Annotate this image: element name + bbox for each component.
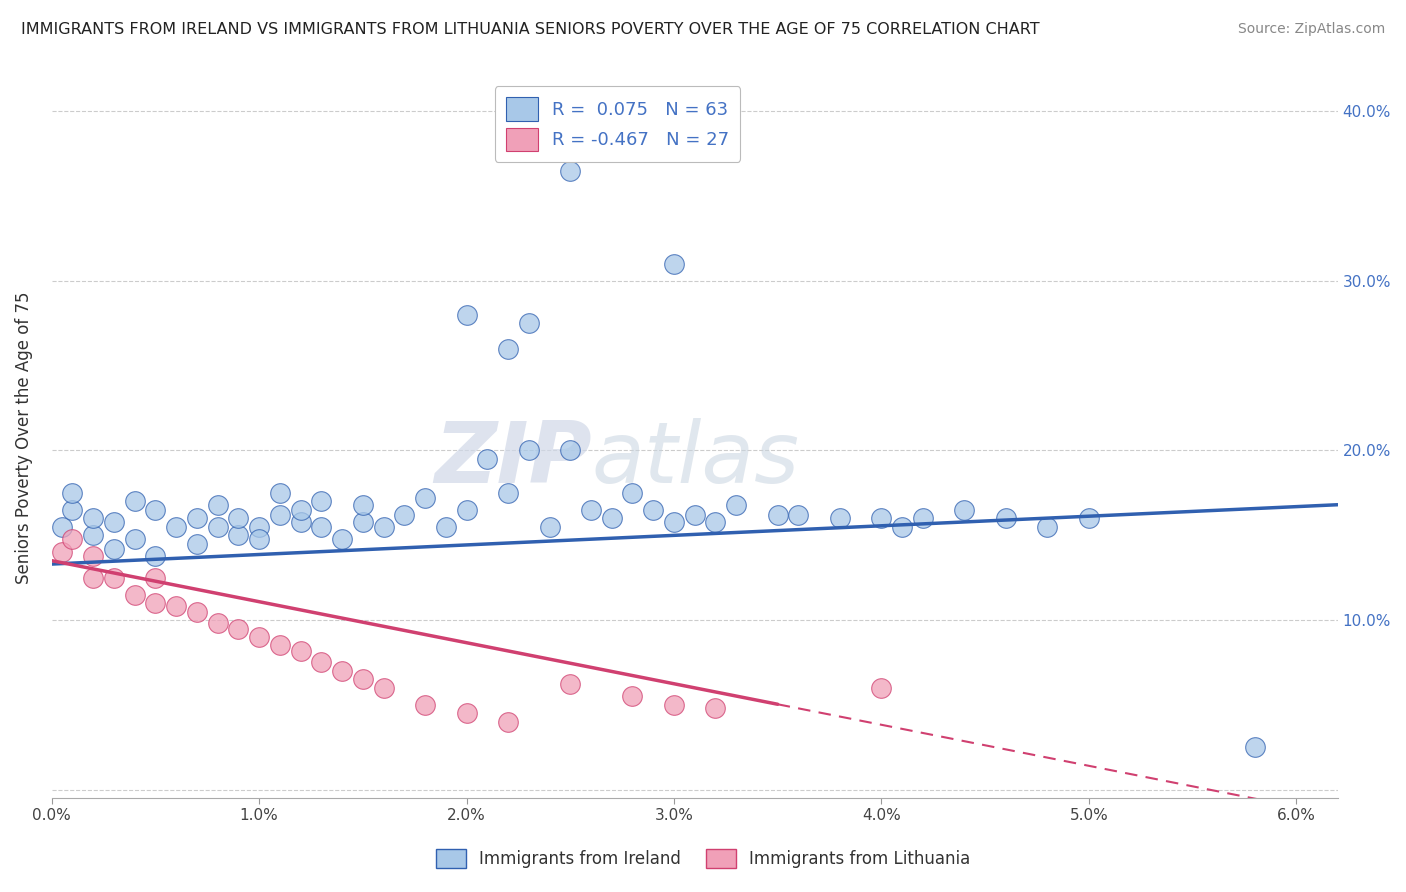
Point <box>145 596 167 610</box>
Point <box>517 443 540 458</box>
Point <box>247 520 270 534</box>
Point <box>352 673 374 687</box>
Point <box>662 257 685 271</box>
Point <box>560 443 582 458</box>
Point <box>891 520 914 534</box>
Point <box>394 508 416 522</box>
Point <box>621 690 644 704</box>
Point <box>373 681 395 695</box>
Point <box>165 599 187 614</box>
Point <box>413 491 436 505</box>
Point <box>290 503 312 517</box>
Point <box>269 508 291 522</box>
Point <box>704 701 727 715</box>
Point <box>103 541 125 556</box>
Point <box>124 588 146 602</box>
Point <box>643 503 665 517</box>
Point <box>311 494 333 508</box>
Text: atlas: atlas <box>592 417 800 501</box>
Point <box>82 528 104 542</box>
Point <box>621 486 644 500</box>
Point <box>186 511 208 525</box>
Point <box>290 643 312 657</box>
Point <box>373 520 395 534</box>
Point <box>103 571 125 585</box>
Point <box>145 549 167 563</box>
Point <box>124 532 146 546</box>
Legend: Immigrants from Ireland, Immigrants from Lithuania: Immigrants from Ireland, Immigrants from… <box>429 842 977 875</box>
Point <box>579 503 602 517</box>
Point <box>145 571 167 585</box>
Point <box>311 520 333 534</box>
Point <box>828 511 851 525</box>
Y-axis label: Seniors Poverty Over the Age of 75: Seniors Poverty Over the Age of 75 <box>15 292 32 584</box>
Point <box>560 677 582 691</box>
Point <box>1077 511 1099 525</box>
Point <box>124 494 146 508</box>
Point <box>413 698 436 712</box>
Point <box>683 508 706 522</box>
Point <box>228 511 250 525</box>
Point <box>766 508 789 522</box>
Point <box>600 511 623 525</box>
Point <box>62 503 84 517</box>
Point <box>247 532 270 546</box>
Point <box>560 163 582 178</box>
Point <box>662 698 685 712</box>
Point <box>662 515 685 529</box>
Point <box>82 511 104 525</box>
Point <box>477 452 499 467</box>
Point <box>269 639 291 653</box>
Point <box>103 515 125 529</box>
Point <box>911 511 934 525</box>
Point <box>269 486 291 500</box>
Point <box>870 681 893 695</box>
Point <box>207 520 229 534</box>
Point <box>145 503 167 517</box>
Point <box>456 706 478 721</box>
Point <box>62 486 84 500</box>
Point <box>496 714 519 729</box>
Point <box>704 515 727 529</box>
Point <box>186 537 208 551</box>
Point <box>330 664 353 678</box>
Point <box>434 520 457 534</box>
Point <box>517 316 540 330</box>
Point <box>787 508 810 522</box>
Point <box>228 622 250 636</box>
Point <box>247 630 270 644</box>
Point <box>1036 520 1059 534</box>
Text: Source: ZipAtlas.com: Source: ZipAtlas.com <box>1237 22 1385 37</box>
Point <box>352 515 374 529</box>
Point <box>352 498 374 512</box>
Text: ZIP: ZIP <box>434 417 592 501</box>
Point <box>538 520 561 534</box>
Point <box>456 503 478 517</box>
Point <box>62 532 84 546</box>
Point <box>290 515 312 529</box>
Point <box>228 528 250 542</box>
Point <box>311 656 333 670</box>
Point <box>725 498 748 512</box>
Point <box>994 511 1017 525</box>
Point <box>330 532 353 546</box>
Point <box>165 520 187 534</box>
Point <box>456 308 478 322</box>
Point <box>496 342 519 356</box>
Point <box>51 545 73 559</box>
Legend: R =  0.075   N = 63, R = -0.467   N = 27: R = 0.075 N = 63, R = -0.467 N = 27 <box>495 87 741 161</box>
Point <box>496 486 519 500</box>
Point <box>1243 740 1265 755</box>
Point <box>51 520 73 534</box>
Point <box>186 605 208 619</box>
Text: IMMIGRANTS FROM IRELAND VS IMMIGRANTS FROM LITHUANIA SENIORS POVERTY OVER THE AG: IMMIGRANTS FROM IRELAND VS IMMIGRANTS FR… <box>21 22 1039 37</box>
Point <box>82 549 104 563</box>
Point <box>207 616 229 631</box>
Point <box>82 571 104 585</box>
Point <box>207 498 229 512</box>
Point <box>870 511 893 525</box>
Point <box>953 503 976 517</box>
